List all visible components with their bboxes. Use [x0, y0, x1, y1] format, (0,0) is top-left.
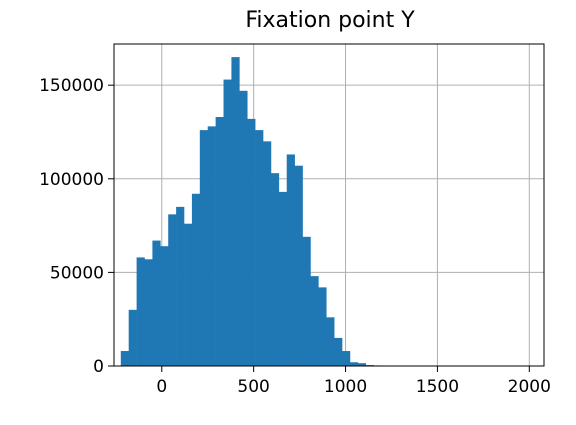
y-tick-label-1: 50000 — [50, 263, 104, 283]
histogram-bar-0 — [120, 351, 130, 366]
histogram-bar-19 — [270, 173, 280, 366]
histogram-bar-6 — [168, 214, 177, 366]
plot-frame — [113, 43, 545, 367]
histogram-bar-29 — [349, 362, 359, 366]
x-axis-ticks: 0 500 1000 1500 2000 — [156, 366, 551, 397]
histogram-bar-3 — [144, 259, 153, 366]
histogram-bar-21 — [286, 154, 295, 366]
histogram-bar-4 — [152, 240, 161, 366]
histogram-bar-24 — [310, 276, 319, 366]
y-axis-ticks: 0 50000 100000 150000 — [39, 76, 114, 377]
histogram-bar-8 — [184, 223, 193, 366]
histogram-bar-10 — [199, 130, 209, 366]
histogram-bar-5 — [160, 246, 169, 366]
histogram-bar-17 — [255, 130, 264, 366]
histogram-bar-12 — [215, 117, 224, 366]
x-tick-label-2: 1000 — [324, 377, 367, 397]
histogram-bar-1 — [128, 309, 137, 366]
chart-title: Fixation point Y — [245, 8, 415, 33]
x-tick-label-4: 2000 — [508, 377, 551, 397]
histogram-bar-13 — [223, 79, 232, 367]
histogram-bar-25 — [318, 287, 327, 366]
histogram-bar-11 — [207, 126, 216, 366]
y-tick-label-3: 150000 — [39, 76, 104, 96]
histogram-bar-9 — [191, 193, 201, 366]
histogram-bar-14 — [231, 57, 240, 367]
x-tick-label-1: 500 — [237, 377, 269, 397]
histogram-bar-23 — [302, 236, 311, 366]
x-tick-label-3: 1500 — [416, 377, 459, 397]
histogram-bar-18 — [263, 141, 272, 366]
histogram-bar-26 — [326, 317, 335, 366]
histogram-bar-7 — [176, 206, 185, 366]
histogram-bar-16 — [247, 118, 256, 366]
histogram-bars — [120, 57, 540, 367]
y-tick-label-2: 100000 — [39, 170, 104, 190]
x-tick-label-0: 0 — [156, 377, 167, 397]
histogram-bar-22 — [294, 165, 303, 366]
y-tick-label-0: 0 — [93, 357, 104, 377]
histogram-bar-27 — [334, 337, 343, 366]
histogram-bar-30 — [357, 363, 367, 366]
histogram-bar-2 — [136, 257, 145, 366]
histogram-bar-28 — [342, 351, 351, 366]
histogram-bar-15 — [239, 90, 248, 367]
histogram-bar-20 — [278, 191, 288, 366]
